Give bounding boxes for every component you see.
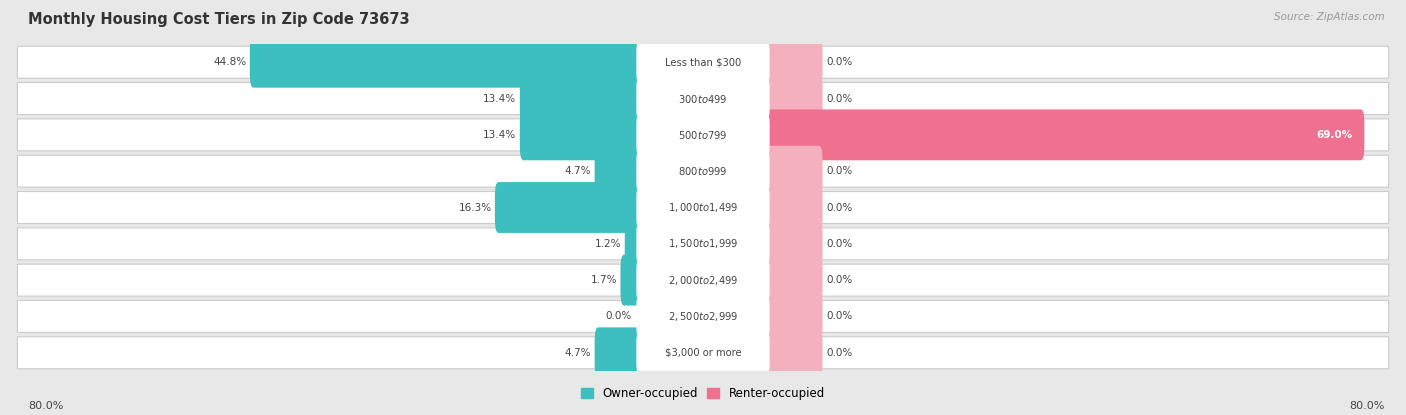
- Text: 4.7%: 4.7%: [565, 348, 591, 358]
- FancyBboxPatch shape: [17, 337, 1389, 369]
- Text: $2,000 to $2,499: $2,000 to $2,499: [668, 273, 738, 287]
- Text: 80.0%: 80.0%: [28, 401, 63, 411]
- FancyBboxPatch shape: [250, 37, 643, 88]
- Text: 0.0%: 0.0%: [606, 312, 631, 322]
- FancyBboxPatch shape: [637, 42, 769, 82]
- FancyBboxPatch shape: [763, 110, 1364, 160]
- FancyBboxPatch shape: [595, 146, 643, 197]
- Text: 44.8%: 44.8%: [214, 57, 246, 67]
- Text: Monthly Housing Cost Tiers in Zip Code 73673: Monthly Housing Cost Tiers in Zip Code 7…: [28, 12, 409, 27]
- Text: $800 to $999: $800 to $999: [678, 165, 728, 177]
- Text: $500 to $799: $500 to $799: [678, 129, 728, 141]
- FancyBboxPatch shape: [520, 73, 643, 124]
- FancyBboxPatch shape: [624, 218, 643, 269]
- Text: 0.0%: 0.0%: [825, 166, 852, 176]
- Text: 0.0%: 0.0%: [825, 239, 852, 249]
- FancyBboxPatch shape: [520, 110, 643, 160]
- Text: 0.0%: 0.0%: [825, 57, 852, 67]
- Text: $2,500 to $2,999: $2,500 to $2,999: [668, 310, 738, 323]
- FancyBboxPatch shape: [637, 224, 769, 264]
- Text: Less than $300: Less than $300: [665, 57, 741, 67]
- FancyBboxPatch shape: [763, 218, 823, 269]
- Text: 0.0%: 0.0%: [825, 312, 852, 322]
- FancyBboxPatch shape: [637, 151, 769, 191]
- Text: 1.2%: 1.2%: [595, 239, 621, 249]
- FancyBboxPatch shape: [595, 327, 643, 378]
- Text: $1,000 to $1,499: $1,000 to $1,499: [668, 201, 738, 214]
- Text: $3,000 or more: $3,000 or more: [665, 348, 741, 358]
- Text: 80.0%: 80.0%: [1350, 401, 1385, 411]
- Text: 1.7%: 1.7%: [591, 275, 617, 285]
- FancyBboxPatch shape: [637, 115, 769, 155]
- Text: 69.0%: 69.0%: [1316, 130, 1353, 140]
- FancyBboxPatch shape: [763, 37, 823, 88]
- FancyBboxPatch shape: [495, 182, 643, 233]
- FancyBboxPatch shape: [763, 73, 823, 124]
- FancyBboxPatch shape: [17, 46, 1389, 78]
- FancyBboxPatch shape: [763, 327, 823, 378]
- FancyBboxPatch shape: [17, 300, 1389, 332]
- FancyBboxPatch shape: [763, 146, 823, 197]
- Text: 13.4%: 13.4%: [484, 130, 516, 140]
- Text: 0.0%: 0.0%: [825, 93, 852, 103]
- FancyBboxPatch shape: [620, 255, 643, 305]
- FancyBboxPatch shape: [637, 260, 769, 300]
- FancyBboxPatch shape: [637, 333, 769, 373]
- Legend: Owner-occupied, Renter-occupied: Owner-occupied, Renter-occupied: [576, 383, 830, 405]
- Text: Source: ZipAtlas.com: Source: ZipAtlas.com: [1274, 12, 1385, 22]
- FancyBboxPatch shape: [637, 188, 769, 227]
- FancyBboxPatch shape: [17, 228, 1389, 260]
- Text: $300 to $499: $300 to $499: [678, 93, 728, 105]
- FancyBboxPatch shape: [17, 155, 1389, 187]
- FancyBboxPatch shape: [763, 182, 823, 233]
- Text: 4.7%: 4.7%: [565, 166, 591, 176]
- Text: 13.4%: 13.4%: [484, 93, 516, 103]
- FancyBboxPatch shape: [763, 291, 823, 342]
- FancyBboxPatch shape: [17, 191, 1389, 224]
- FancyBboxPatch shape: [763, 255, 823, 305]
- FancyBboxPatch shape: [637, 296, 769, 337]
- FancyBboxPatch shape: [17, 119, 1389, 151]
- FancyBboxPatch shape: [17, 264, 1389, 296]
- FancyBboxPatch shape: [637, 78, 769, 119]
- Text: 0.0%: 0.0%: [825, 275, 852, 285]
- Text: 0.0%: 0.0%: [825, 348, 852, 358]
- Text: 0.0%: 0.0%: [825, 203, 852, 212]
- Text: 16.3%: 16.3%: [458, 203, 492, 212]
- Text: $1,500 to $1,999: $1,500 to $1,999: [668, 237, 738, 250]
- FancyBboxPatch shape: [17, 83, 1389, 115]
